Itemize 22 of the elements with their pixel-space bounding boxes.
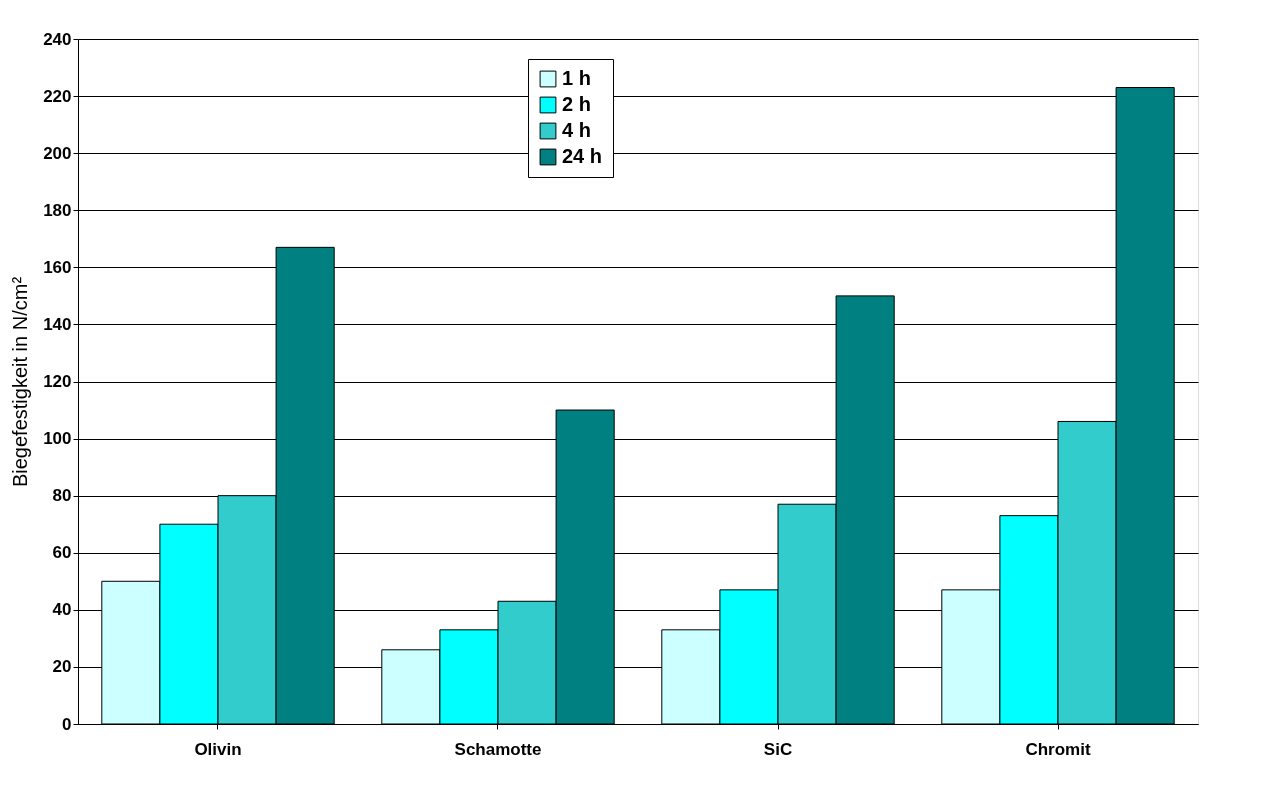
x-tick-label: Olivin — [194, 739, 242, 759]
y-axis-title: Biegefestigkeit in N/cm² — [9, 276, 32, 488]
y-tick-label: 140 — [43, 314, 72, 334]
y-tick-label: 100 — [43, 429, 72, 449]
x-tick-label: Chromit — [1025, 739, 1091, 759]
y-tick-label: 80 — [52, 486, 72, 506]
legend-label: 2 h — [562, 93, 591, 115]
y-tick-label: 0 — [62, 714, 72, 734]
y-tick-label: 240 — [43, 29, 72, 49]
y-tick-label: 40 — [52, 600, 72, 620]
y-tick-label: 200 — [43, 143, 72, 163]
y-tick-label: 20 — [52, 657, 72, 677]
y-tick-label: 180 — [43, 200, 72, 220]
x-tick-label: Schamotte — [454, 739, 542, 759]
legend-label: 4 h — [562, 119, 591, 141]
y-tick-label: 160 — [43, 257, 72, 277]
legend-label: 24 h — [562, 145, 603, 167]
y-tick-label: 60 — [52, 543, 72, 563]
y-tick-label: 120 — [43, 372, 72, 391]
x-tick-label: SiC — [763, 739, 793, 759]
legend-label: 1 h — [562, 67, 591, 89]
y-tick-label: 220 — [43, 86, 72, 106]
